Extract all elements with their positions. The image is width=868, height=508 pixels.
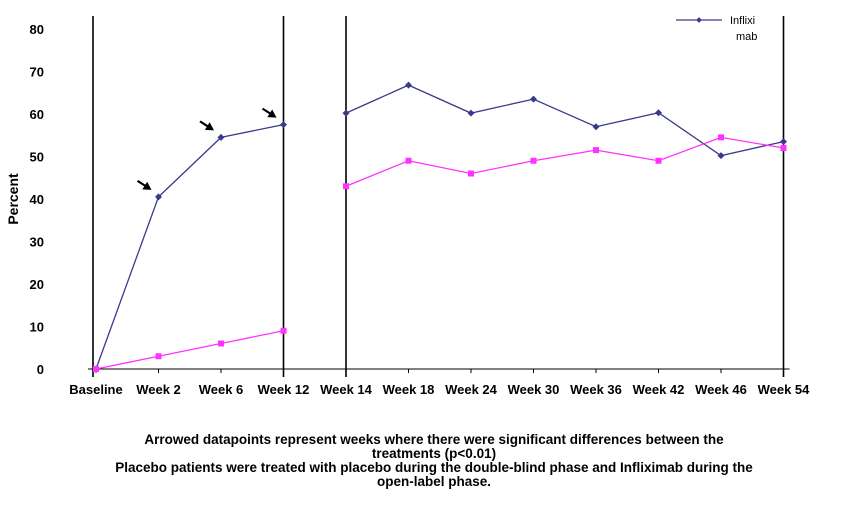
series-line-segment-0-1: [345, 84, 784, 157]
footnote-line-2: treatments (p<0.01): [371, 446, 497, 461]
data-point-0-1: [155, 193, 162, 201]
data-point-0-11: [780, 138, 787, 146]
data-point-1-2: [218, 340, 224, 347]
y-tick-label-60: 60: [30, 107, 44, 122]
series-line-segment-0-0: [95, 123, 284, 370]
legend: Inflixi mab: [676, 15, 757, 43]
x-tick-label-week-14: Week 14: [320, 382, 373, 397]
y-tick-label-10: 10: [30, 320, 44, 335]
series-infliximab: [92, 81, 787, 373]
series-line-segment-1-1: [345, 136, 784, 187]
y-tick-label-70: 70: [30, 65, 44, 80]
y-tick-label-0: 0: [37, 362, 44, 377]
x-tick-label-week-18: Week 18: [383, 382, 435, 397]
data-point-0-5: [405, 81, 412, 89]
data-point-1-9: [655, 157, 662, 164]
data-point-1-3: [280, 327, 287, 334]
data-point-0-3: [280, 121, 287, 129]
x-tick-label-week-54: Week 54: [758, 382, 811, 397]
data-point-1-4: [343, 183, 349, 190]
arrow-week-12: [261, 107, 277, 118]
data-point-0-10: [717, 152, 725, 160]
series-placebo: [93, 134, 787, 372]
arrow-head: [142, 181, 152, 190]
data-point-1-8: [593, 147, 599, 154]
legend-label-line-1: Inflixi: [730, 15, 755, 27]
footnote-line-1: Arrowed datapoints represent weeks where…: [144, 432, 724, 447]
y-axis-tick-labels: 0 10 20 30 40 50 60 70 80: [30, 22, 44, 377]
y-tick-label-80: 80: [30, 22, 44, 37]
arrow-week-6: [199, 120, 214, 131]
arrow-week-2: [136, 179, 152, 190]
footnote-line-4: open-label phase.: [376, 474, 492, 489]
data-point-1-5: [405, 157, 412, 164]
data-point-1-11: [780, 145, 787, 151]
x-tick-label-week-12: Week 12: [258, 382, 310, 397]
significance-arrows: [136, 107, 277, 190]
y-tick-label-20: 20: [30, 277, 44, 292]
x-tick-label-week-2: Week 2: [136, 382, 181, 397]
y-tick-label-30: 30: [30, 235, 44, 250]
data-point-1-1: [155, 353, 162, 360]
x-tick-label-week-42: Week 42: [633, 382, 685, 397]
arrow-head: [267, 109, 277, 118]
data-point-1-7: [530, 157, 537, 164]
y-axis-label: Percent: [5, 173, 21, 225]
x-tick-label-week-6: Week 6: [199, 382, 244, 397]
x-tick-label-week-36: Week 36: [570, 382, 622, 397]
y-tick-label-40: 40: [30, 192, 44, 207]
data-point-0-6: [467, 109, 475, 117]
arrow-head: [204, 122, 214, 131]
data-point-0-7: [530, 95, 537, 103]
legend-marker-infliximab: [696, 17, 702, 23]
x-axis-ticks: [95, 369, 784, 373]
x-tick-label-week-24: Week 24: [445, 382, 498, 397]
x-tick-label-week-46: Week 46: [695, 382, 747, 397]
data-point-0-9: [655, 109, 662, 117]
line-chart: 0 10 20 30 40 50 60 70 80 Percent Baseline Week 2…: [5, 15, 810, 397]
data-point-0-4: [342, 109, 350, 117]
x-tick-label-baseline: Baseline: [69, 382, 122, 397]
data-point-0-8: [592, 123, 600, 131]
legend-label-line-2: mab: [736, 31, 757, 43]
data-series: [92, 81, 787, 373]
data-point-1-6: [468, 170, 474, 177]
data-point-0-2: [217, 133, 225, 141]
x-tick-label-week-30: Week 30: [508, 382, 560, 397]
vertical-phase-lines: [92, 16, 785, 377]
footnote-line-3: Placebo patients were treated with place…: [115, 460, 753, 475]
y-tick-label-50: 50: [30, 150, 44, 165]
data-point-1-0: [93, 366, 99, 372]
data-point-1-10: [718, 134, 724, 141]
x-axis-tick-labels: Baseline Week 2 Week 6 Week 12 Week 14 Week 1…: [69, 382, 810, 397]
series-line-segment-1-0: [95, 330, 284, 370]
